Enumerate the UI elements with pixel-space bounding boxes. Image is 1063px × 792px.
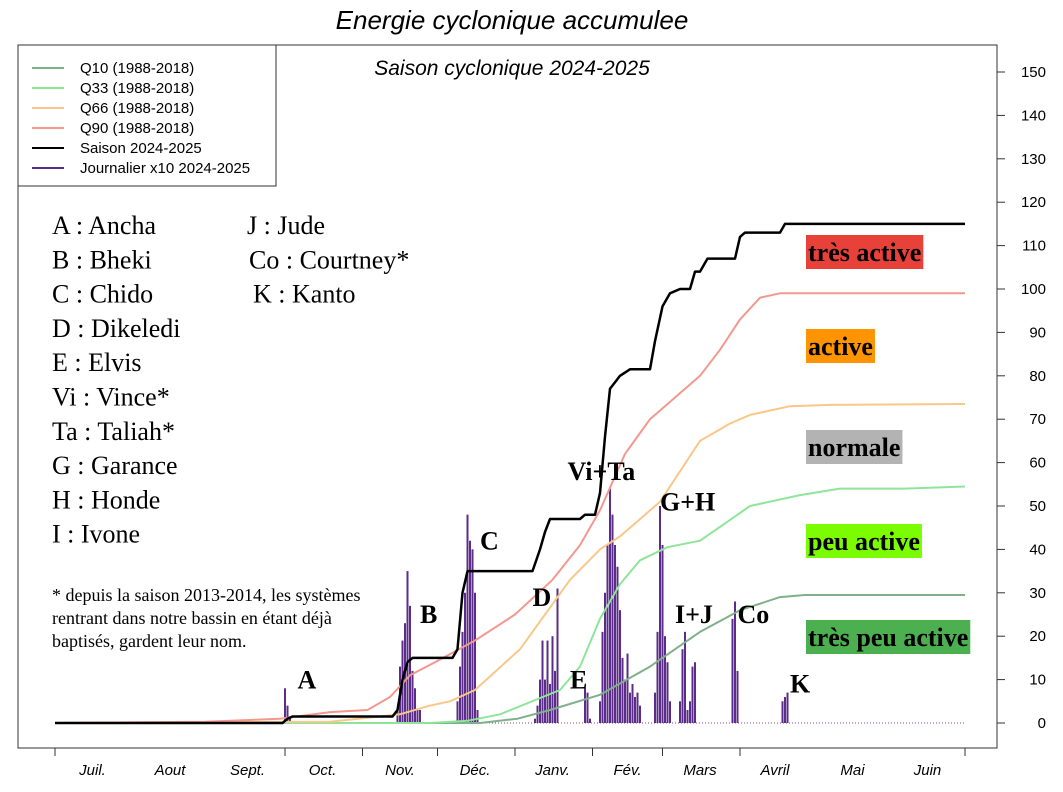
y-tick-label: 40 (1029, 541, 1046, 558)
series-line-q90 (54, 292, 965, 724)
storm-name: H : Honde (52, 485, 160, 514)
storm-name: D : Dikeledi (52, 314, 181, 343)
category-label: normale (808, 433, 900, 462)
y-tick-label: 110 (1022, 238, 1046, 255)
storm-annotations: A B C D E Vi+Ta G+H I+J Co K (298, 457, 812, 699)
legend-label: Q90 (1988-2018) (80, 120, 194, 137)
footnote-line: rentrant dans notre bassin en étant déjà (52, 608, 332, 628)
storm-label: E (570, 665, 587, 694)
footnote: * depuis la saison 2013-2014, les systèm… (52, 585, 360, 651)
x-tick-label: Mars (683, 762, 717, 779)
x-tick-label: Nov. (385, 762, 415, 779)
storm-name: K : Kanto (253, 280, 356, 309)
series-lines (54, 222, 966, 725)
category-très-active: très active (806, 235, 924, 269)
y-tick-label: 20 (1029, 628, 1046, 645)
storm-label: D (533, 583, 552, 612)
category-active: active (806, 329, 875, 363)
legend: Q10 (1988-2018) Q33 (1988-2018) Q66 (1988-… (17, 44, 277, 187)
storm-name: E : Elvis (52, 348, 142, 377)
y-tick-label: 30 (1029, 585, 1046, 602)
category-swatch (806, 430, 903, 464)
storm-name: J : Jude (247, 211, 325, 240)
chart-subtitle: Saison cyclonique 2024-2025 (374, 57, 650, 80)
storm-name: Vi : Vince* (52, 383, 170, 412)
y-tick-label: 140 (1021, 107, 1046, 124)
y-tick-label: 90 (1029, 324, 1046, 341)
y-tick-label: 120 (1021, 194, 1046, 211)
legend-label: Q10 (1988-2018) (80, 60, 194, 77)
category-label: active (808, 332, 873, 361)
category-très-peu-active: très peu active (806, 620, 971, 654)
x-tick-label: Déc. (460, 762, 491, 779)
y-tick-label: 80 (1029, 368, 1046, 385)
x-tick-label: Oct. (309, 762, 337, 779)
category-swatch (806, 524, 922, 558)
storm-label: Co (738, 600, 770, 629)
activity-categories: très active active normale peu active très p… (806, 235, 971, 654)
storm-name: I : Ivone (52, 520, 140, 549)
storm-name: G : Garance (52, 451, 178, 480)
series-line-q10 (55, 594, 965, 724)
category-peu-active: peu active (806, 524, 922, 558)
y-tick-label: 10 (1029, 672, 1046, 689)
category-label: peu active (808, 527, 920, 556)
daily-bars (284, 488, 965, 724)
storm-label: A (298, 665, 317, 694)
x-tick-label: Mai (840, 762, 865, 779)
storm-label: I+J (675, 600, 713, 629)
storm-name: Co : Courtney* (249, 245, 409, 274)
x-tick-label: Juil. (78, 762, 106, 779)
y-tick-label: 100 (1021, 281, 1046, 298)
y-axis: 0 10 20 30 40 50 60 70 80 90 100 110 120 130 140 150 (996, 64, 1046, 732)
series-line-q33 (55, 485, 966, 724)
storm-name: C : Chido (52, 280, 153, 309)
x-tick-label: Aout (154, 762, 187, 779)
storm-name: A : Ancha (52, 211, 156, 240)
legend-label: Q66 (1988-2018) (80, 100, 194, 117)
y-tick-label: 150 (1021, 64, 1046, 81)
storm-label: B (420, 600, 437, 629)
storm-name: B : Bheki (52, 245, 152, 274)
y-tick-label: 0 (1038, 715, 1046, 732)
x-tick-label: Juin (913, 762, 942, 779)
y-tick-label: 70 (1029, 411, 1046, 428)
category-normale: normale (806, 430, 903, 464)
x-axis: Juil. Aout Sept. Oct. Nov. Déc. Janv. Fév. Mars A… (54, 747, 966, 779)
legend-label: Journalier x10 2024-2025 (80, 160, 250, 177)
category-swatch (806, 235, 924, 269)
y-tick-label: 130 (1021, 151, 1046, 168)
storm-name-list: A : Ancha B : Bheki C : Chido D : Dikeledi E… (52, 211, 409, 549)
y-tick-label: 60 (1029, 455, 1046, 472)
x-tick-label: Avril (760, 762, 791, 779)
category-swatch (806, 329, 875, 363)
series-line-q66 (54, 403, 966, 724)
category-label: très active (808, 238, 921, 267)
storm-label: K (790, 670, 811, 699)
legend-label: Saison 2024-2025 (80, 140, 202, 157)
storm-label: C (480, 526, 499, 555)
chart-title: Energie cyclonique accumulee (336, 5, 689, 35)
series-line-saison (55, 222, 965, 725)
footnote-line: baptisés, gardent leur nom. (52, 631, 246, 651)
storm-label: G+H (660, 487, 715, 516)
x-tick-label: Fév. (613, 762, 641, 779)
footnote-line: * depuis la saison 2013-2014, les systèm… (52, 585, 360, 605)
y-tick-label: 50 (1029, 498, 1046, 515)
storm-label: Vi+Ta (568, 457, 636, 486)
x-tick-label: Sept. (230, 762, 265, 779)
category-swatch (806, 620, 971, 654)
legend-label: Q33 (1988-2018) (80, 80, 194, 97)
x-tick-label: Janv. (534, 762, 570, 779)
storm-name: Ta : Taliah* (52, 417, 175, 446)
category-label: très peu active (808, 623, 968, 652)
